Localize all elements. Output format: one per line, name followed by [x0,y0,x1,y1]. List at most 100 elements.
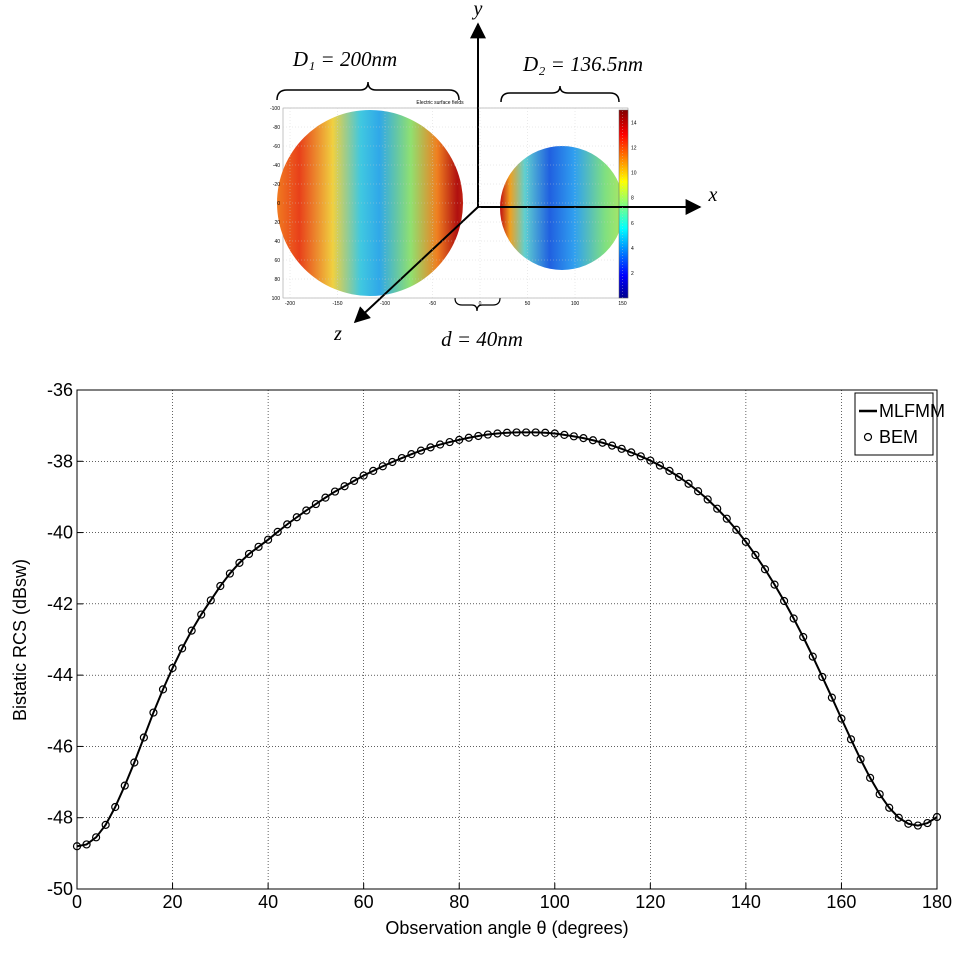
heatmap-x-tick: 0 [479,301,482,307]
x-axis-label: x [708,184,718,206]
series-marker [684,479,693,488]
series-marker [225,569,234,578]
series-marker [483,430,492,439]
series-marker [92,833,101,842]
series-marker [455,435,464,444]
series-marker [789,614,798,623]
heatmap-title: Electric surface fields [416,100,464,106]
series-marker [923,818,932,828]
series-marker [799,632,808,642]
series-marker [130,758,139,767]
series-marker [158,685,168,694]
colorbar-tick: 6 [631,221,634,227]
series-marker [885,803,894,812]
series-marker [703,495,712,504]
series-marker [579,434,588,443]
brace [276,81,460,101]
series-marker [235,558,244,567]
series-marker [178,644,187,653]
series-marker [560,430,569,440]
series-marker [254,542,263,551]
heatmap-y-tick: 80 [274,277,280,283]
plot-frame [76,389,938,890]
series-marker [388,457,397,467]
series-marker [522,428,531,437]
series-marker [550,429,559,438]
series-marker [846,735,856,744]
series-marker [904,819,913,828]
series-marker [407,450,416,459]
series-marker [216,581,225,591]
colorbar-tick: 10 [631,171,637,177]
x-tick-label: 120 [635,892,665,912]
series-marker [856,755,865,764]
heatmap-x-tick: -150 [332,301,342,307]
series-marker [311,499,320,509]
heatmap-y-tick: -80 [273,125,280,131]
series-marker [397,453,406,463]
heatmap-y-tick: -20 [273,182,280,188]
plot-area [77,390,937,889]
legend-swatch [863,432,873,442]
series-marker [770,580,779,589]
colorbar-tick: 12 [631,146,637,152]
y-tick-label: -40 [47,523,73,543]
x-tick-label: 80 [449,892,469,912]
y-tick-label: -48 [47,808,73,828]
z-axis-label: z [333,323,342,345]
series-marker [512,428,521,437]
series-marker [932,812,942,822]
heatmap-y-tick: 20 [274,220,280,226]
series-marker [273,527,282,536]
series-marker [646,456,655,465]
legend-label: BEM [879,427,918,447]
series-marker [713,504,722,513]
series-marker [149,708,158,717]
series-marker [866,773,875,782]
series-marker [808,652,817,661]
series-marker [369,466,378,476]
heatmap-y-tick: 100 [272,296,281,302]
series-marker [741,537,750,546]
heatmap-x-tick: 50 [525,301,531,307]
series-marker [751,550,760,560]
z-axis-arrow [353,206,479,324]
y-tick-label: -50 [47,879,73,899]
series-marker [72,842,82,851]
series-marker [617,444,626,453]
diagram: Electric surface fields y x z D₁ = 200nm… [270,0,718,351]
series-marker [426,443,435,452]
series-marker [244,549,254,559]
series-marker [674,472,684,482]
x-axis-title: Observation angle θ (degrees) [385,918,628,938]
x-tick-label: 160 [826,892,856,912]
series-marker [665,466,674,476]
series-line [76,431,938,848]
series-marker [111,802,120,812]
series-marker [101,820,110,829]
series-marker [493,429,502,438]
series-marker [474,431,483,441]
series-marker [416,446,426,455]
series-marker [541,428,550,437]
colorbar-tick: 2 [631,271,634,277]
dimension-label: D₂ = 136.5nm [522,52,643,76]
series-marker [588,436,598,445]
dimension-label: d = 40nm [441,327,523,351]
series-marker [445,437,454,447]
series-marker [875,790,884,799]
series-marker [722,514,731,523]
series-marker [464,433,473,442]
brace [500,85,620,103]
y-tick-label: -36 [47,380,73,400]
series-marker [694,487,703,496]
series-marker [350,476,359,485]
y-axis-title: Bistatic RCS (dBsw) [10,559,30,721]
series-marker [780,596,789,606]
series-marker [264,535,273,544]
brace [454,297,501,312]
chart: Observation angle θ (degrees) Bistatic R… [10,380,952,938]
legend-box [854,392,934,456]
colorbar-tick: 4 [631,246,634,252]
